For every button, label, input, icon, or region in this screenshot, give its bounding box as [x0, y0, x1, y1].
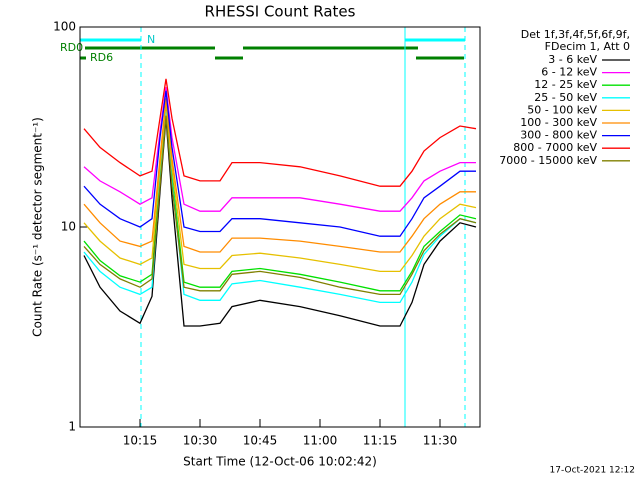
status-bars	[80, 27, 466, 427]
series-line	[83, 115, 477, 296]
x-tick-label: 10:15	[123, 434, 158, 448]
series-line	[83, 98, 476, 253]
x-tick-label: 10:30	[183, 434, 218, 448]
x-tick-label: 11:15	[363, 434, 398, 448]
chart-title: RHESSI Count Rates	[205, 3, 356, 21]
series-line	[83, 110, 477, 304]
y-axis-title: Count Rate (s⁻¹ detector segment⁻¹)	[31, 117, 45, 337]
legend-label: 3 - 6 keV	[548, 53, 597, 66]
series-line	[83, 90, 476, 237]
series-line	[83, 78, 477, 187]
legend-label: 25 - 50 keV	[534, 91, 597, 104]
series-line	[83, 106, 477, 292]
legend-label: 12 - 25 keV	[534, 78, 597, 91]
legend-label: 300 - 800 keV	[520, 129, 597, 142]
x-tick-label: 10:45	[243, 434, 278, 448]
flag-label: RD6	[90, 51, 113, 64]
legend-label: 800 - 7000 keV	[513, 141, 597, 154]
footer: 17-Oct-2021 12:12	[550, 466, 635, 476]
x-tick-label: 11:30	[423, 434, 458, 448]
x-axis-title: Start Time (12-Oct-06 10:02:42)	[183, 455, 377, 469]
series-line	[83, 118, 477, 327]
legend-header: FDecim 1, Att 0	[545, 40, 630, 53]
flag-label: RD0	[60, 41, 83, 54]
y-tick-label: 1	[68, 420, 76, 434]
y-tick-label: 100	[53, 20, 76, 34]
legend-label: 7000 - 15000 keV	[499, 154, 597, 167]
legend-header: Det 1f,3f,4f,5f,6f,9f,	[521, 28, 630, 41]
legend-label: 100 - 300 keV	[520, 116, 597, 129]
series-line	[83, 87, 476, 212]
flag-label: N	[147, 33, 155, 46]
y-tick-label: 10	[61, 220, 76, 234]
x-tick-label: 11:00	[303, 434, 338, 448]
legend-label: 50 - 100 keV	[527, 103, 597, 116]
series-line	[83, 102, 477, 273]
legend-label: 6 - 12 keV	[541, 66, 597, 79]
